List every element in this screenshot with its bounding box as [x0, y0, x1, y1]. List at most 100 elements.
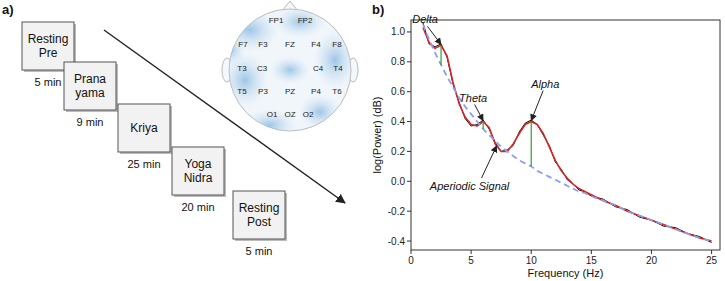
electrode-label: T4	[333, 64, 343, 73]
step: YogaNidra 20 min	[172, 147, 226, 213]
y-tick-label: 0.4	[391, 116, 405, 127]
peak-line	[483, 122, 484, 129]
step-duration: 5 min	[246, 245, 273, 257]
x-tick-label: 20	[646, 255, 658, 266]
x-tick	[651, 250, 652, 254]
series-line	[423, 27, 712, 241]
step-label: Nidra	[184, 171, 213, 185]
y-tick	[407, 91, 411, 92]
series-line	[423, 23, 712, 243]
x-tick	[711, 250, 712, 254]
step-duration: 9 min	[77, 116, 104, 128]
electrode-label: C4	[313, 64, 324, 73]
x-tick-label: 15	[586, 255, 598, 266]
y-tick-label: 0.0	[391, 176, 405, 187]
plot-data	[423, 23, 712, 243]
step-box	[233, 191, 285, 239]
series-line	[423, 24, 712, 241]
peak-arrow	[531, 91, 543, 121]
peak-label: Theta	[459, 92, 487, 104]
x-tick-label: 0	[408, 255, 414, 266]
electrode-label: O1	[267, 110, 278, 119]
x-tick	[531, 250, 532, 254]
head: FP1 FP2 F7 F3 FZ F4 F8 T3 C3 C4 T4 T5 P3 PZ P4 T6 O1 OZ O2	[214, 1, 358, 141]
y-tick	[407, 241, 411, 242]
peak-arrow	[475, 105, 484, 121]
x-tick-label: 25	[706, 255, 718, 266]
electrode-label: C3	[257, 64, 268, 73]
y-tick-label: 0.6	[391, 86, 405, 97]
step-label: Pre	[39, 46, 58, 60]
electrode-label: FZ	[285, 40, 295, 49]
step-box	[64, 62, 116, 110]
step-label: Prana	[74, 72, 106, 86]
electrode-label: F3	[258, 40, 268, 49]
step-label: Yoga	[185, 157, 212, 171]
electrode-label: OZ	[284, 110, 295, 119]
electrode-label: P4	[311, 87, 321, 96]
step-box	[118, 104, 170, 152]
peak-label: Delta	[412, 13, 438, 25]
step: Pranayama 9 min	[64, 62, 118, 128]
topography	[214, 6, 357, 141]
y-tick-label: -0.4	[388, 236, 406, 247]
plot-frame	[411, 20, 720, 250]
x-tick	[411, 250, 412, 254]
y-tick	[407, 151, 411, 152]
electrode-label: FP2	[298, 16, 313, 25]
peak-line	[440, 45, 441, 64]
annotation: Aperiodic Signal	[429, 180, 510, 192]
figure: a)RestingPre5 minPranayama9 minKriya25 m…	[0, 0, 725, 281]
peak-label: Alpha	[530, 78, 559, 90]
y-tick-label: 0.2	[391, 146, 405, 157]
electrode-label: F8	[332, 40, 342, 49]
y-tick-label: 1.0	[391, 26, 405, 37]
electrode-label: P3	[258, 87, 268, 96]
topography-blob	[242, 109, 298, 141]
electrode-label: T5	[237, 87, 247, 96]
x-tick	[591, 250, 592, 254]
step-duration: 25 min	[127, 158, 160, 170]
step-label: Post	[247, 215, 272, 229]
panel-b: b) 0 5 10 15 20 25 -0.4 -0.2 0.0 0.2 0.4 0.6 0.8 1.0 Fr…	[371, 2, 720, 279]
x-tick-label: 5	[468, 255, 474, 266]
y-tick-label: 0.8	[391, 56, 405, 67]
panel-a: a)RestingPre5 minPranayama9 minKriya25 m…	[2, 1, 358, 257]
topography-blob	[220, 8, 280, 52]
topography-blob	[270, 56, 310, 84]
topography-blob	[214, 34, 246, 66]
topography-blob	[221, 52, 269, 108]
y-tick	[407, 61, 411, 62]
peak-line	[531, 122, 532, 167]
y-tick	[407, 121, 411, 122]
step: RestingPost 5 min	[233, 191, 287, 257]
panel-label: b)	[372, 2, 384, 17]
y-tick-label: -0.2	[388, 206, 406, 217]
electrode-label: T6	[332, 87, 342, 96]
panel-label: a)	[2, 2, 14, 17]
y-tick	[407, 31, 411, 32]
step-duration: 20 min	[181, 201, 214, 213]
x-tick-label: 10	[526, 255, 538, 266]
annotation-arrow	[482, 146, 497, 178]
step-label: Resting	[28, 32, 69, 46]
step-label: yama	[75, 86, 105, 100]
x-axis-label: Frequency (Hz)	[528, 267, 604, 279]
electrode-label: PZ	[285, 87, 295, 96]
topography-blob	[298, 94, 342, 130]
y-tick	[407, 211, 411, 212]
step-duration: 5 min	[35, 76, 62, 88]
step: Kriya25 min	[118, 104, 172, 170]
x-tick	[471, 250, 472, 254]
electrode-label: T3	[237, 64, 247, 73]
electrode-label: FP1	[269, 16, 284, 25]
y-axis-label: log(Power) (dB)	[371, 96, 383, 173]
electrode-label: O2	[303, 110, 314, 119]
y-tick	[407, 181, 411, 182]
peak-arrow	[427, 26, 441, 44]
step-box	[172, 147, 224, 195]
step-label: Resting	[239, 201, 280, 215]
electrode-label: F7	[238, 40, 248, 49]
topography-blob	[313, 30, 357, 90]
electrode-label: F4	[311, 40, 321, 49]
